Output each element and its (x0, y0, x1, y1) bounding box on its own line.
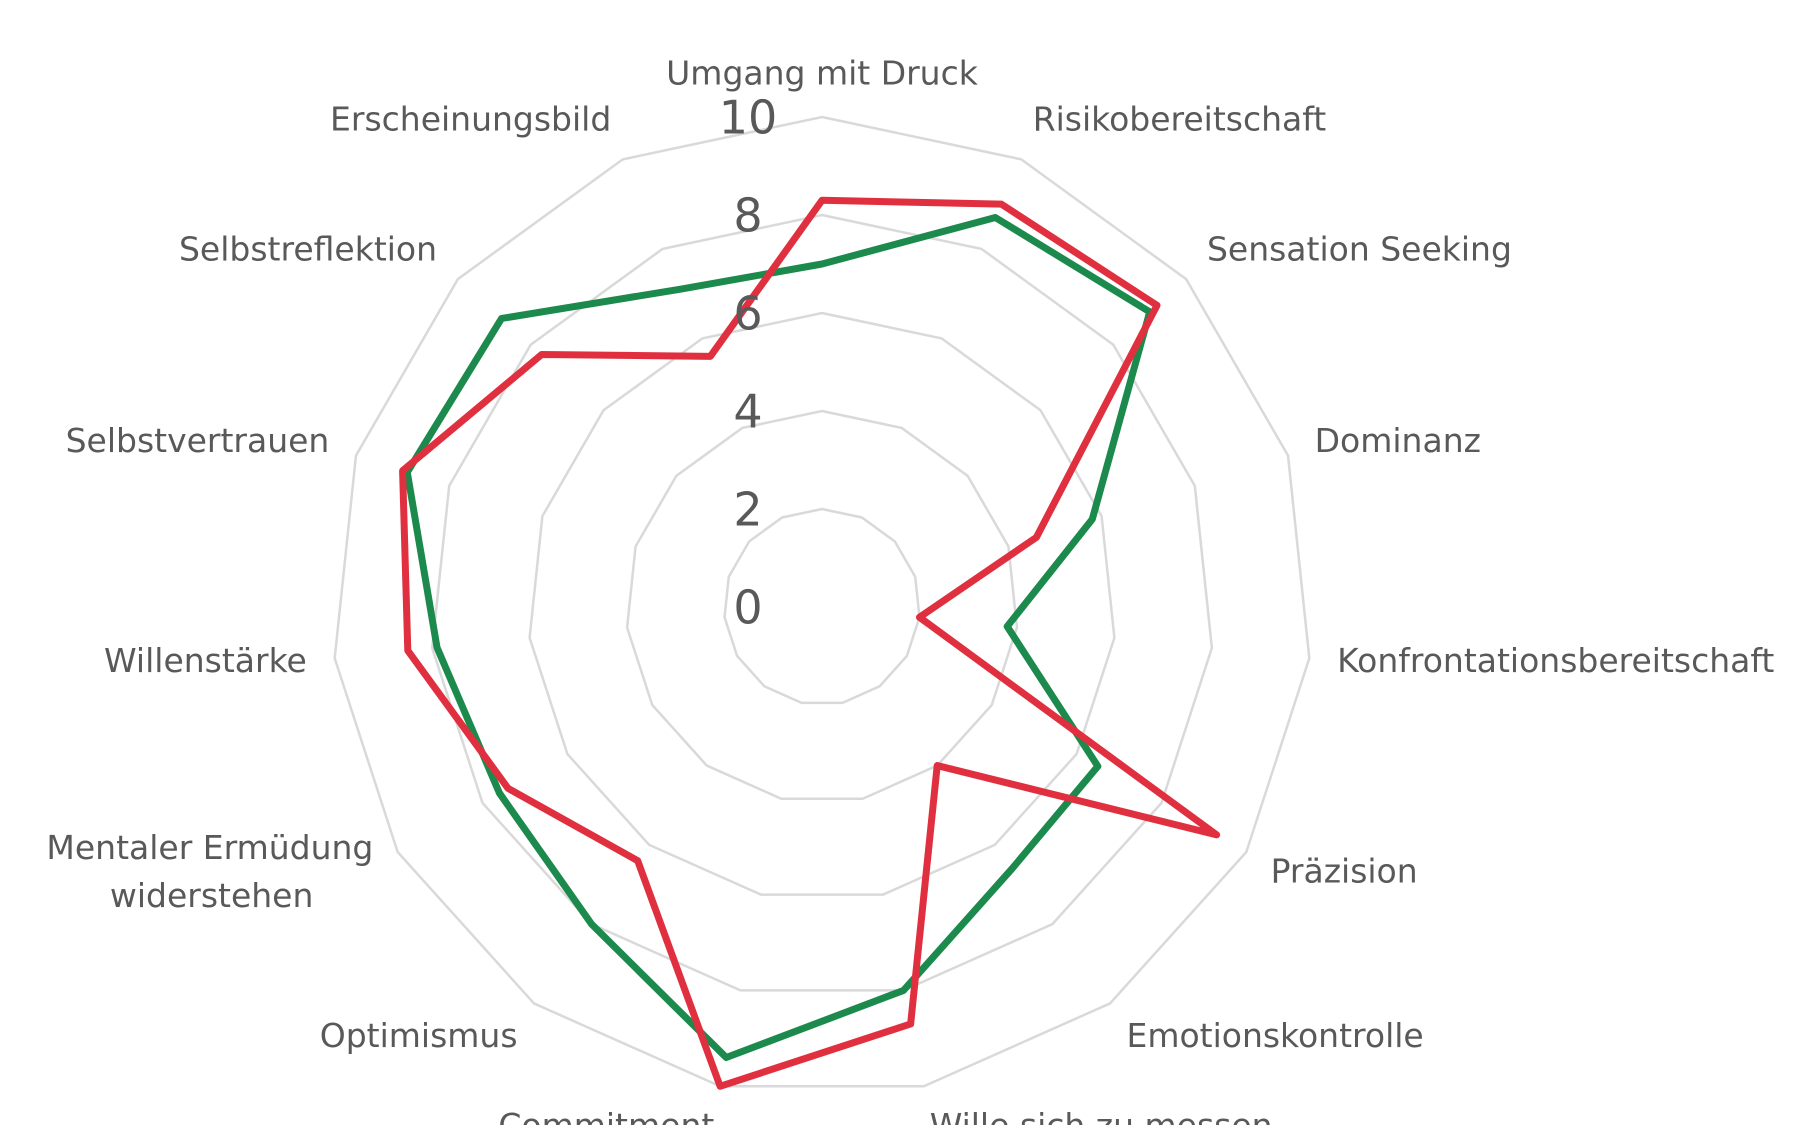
category-label: Erscheinungsbild (330, 99, 611, 138)
series-line (403, 214, 1154, 1062)
grid-ring (430, 213, 1214, 992)
y-tick-label: 10 (719, 91, 778, 145)
category-label: Konfrontationsbereitschaft (1337, 641, 1774, 680)
category-label: Commitment (498, 1106, 714, 1125)
grid-ring (723, 507, 921, 705)
y-tick-label: 6 (733, 287, 762, 341)
category-label: Sensation Seeking (1207, 230, 1512, 269)
y-tick-label: 0 (733, 581, 762, 635)
y-tick-label: 8 (733, 189, 762, 243)
category-label: Dominanz (1315, 421, 1481, 460)
y-tick-label: 4 (733, 385, 762, 439)
category-label: Umgang mit Druck (666, 54, 979, 93)
category-label: Emotionskontrolle (1126, 1016, 1423, 1055)
y-tick-label: 2 (733, 483, 762, 537)
grid-ring (333, 115, 1311, 1088)
category-label: Optimismus (320, 1016, 518, 1055)
series-line (399, 196, 1221, 1090)
grid-ring (625, 409, 1019, 800)
category-label: Wille sich zu messen (930, 1106, 1273, 1125)
category-label: Mentaler Ermüdung widerstehen (46, 828, 373, 915)
category-label: Selbstreflektion (179, 230, 437, 269)
category-label: Selbstvertrauen (66, 421, 330, 460)
category-label: Risikobereitschaft (1033, 99, 1327, 138)
category-label: Willenstärke (104, 641, 307, 680)
category-label: Präzision (1271, 852, 1418, 891)
